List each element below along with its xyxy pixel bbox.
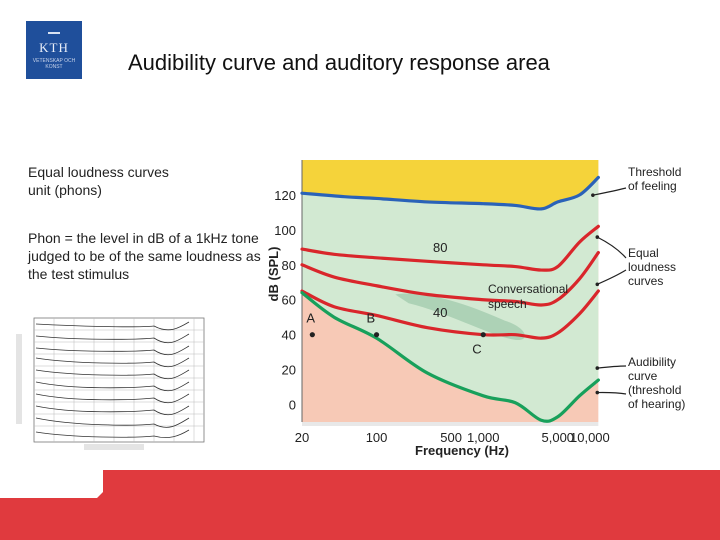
annotation-arrow	[592, 187, 627, 196]
y-tick-label: 60	[282, 293, 296, 308]
x-axis-label: Frequency (Hz)	[415, 443, 509, 458]
arrow-head-icon	[595, 390, 600, 395]
annotation-arrow	[597, 236, 627, 259]
curve-80	[300, 224, 600, 272]
point-a	[309, 332, 315, 338]
curve-threshold-of-feeling	[300, 175, 600, 211]
curve-40	[300, 289, 600, 340]
point-label-c: C	[472, 342, 481, 357]
x-tick-label: 1,000	[467, 430, 500, 445]
point-label-a: A	[306, 311, 315, 326]
equal-annotation: Equal loudness curves	[628, 246, 679, 288]
x-tick-label: 5,000	[542, 430, 575, 445]
text-block-1: Equal loudness curves unit (phons)	[28, 163, 169, 199]
audibility-figure: A B C 0 20 40 60 80 100 120 20 100 500 1,000 5,00010,…	[266, 160, 685, 458]
point-c	[480, 332, 486, 338]
crown-icon	[48, 26, 60, 34]
phon-definition: Phon = the level in dB of a 1kHz tone ju…	[28, 230, 261, 282]
arrow-head-icon	[595, 366, 600, 370]
y-tick-label: 0	[289, 398, 296, 413]
point-label-b: B	[367, 311, 376, 326]
thumbnail-chart	[16, 317, 205, 450]
curve-label-80: 80	[433, 240, 447, 255]
audibility-annotation: Audibility curve (threshold of hearing)	[628, 355, 685, 411]
feeling-region	[302, 160, 599, 209]
curve-60	[300, 250, 600, 307]
kth-logo: KTH VETENSKAP OCH KONST	[26, 21, 82, 79]
y-tick-label: 100	[274, 223, 296, 238]
y-tick-label: 20	[282, 363, 296, 378]
marks-layer: A B C	[306, 187, 627, 395]
footer-band	[0, 470, 720, 540]
arrow-head-icon	[591, 193, 595, 197]
y-tick-label: 40	[282, 328, 296, 343]
logo-subtext: VETENSKAP OCH KONST	[32, 58, 76, 70]
slide-title: Audibility curve and auditory response a…	[128, 50, 550, 75]
x-axis-band	[302, 422, 599, 426]
audible-region	[302, 177, 599, 422]
speech-label: Conversational speech	[488, 282, 571, 311]
speech-region	[395, 293, 525, 341]
x-tick-label: 100	[366, 430, 388, 445]
x-tick-label: 500	[440, 430, 462, 445]
y-tick-label: 120	[274, 188, 296, 203]
curve-label-40: 40	[433, 305, 447, 320]
arrow-head-icon	[595, 235, 600, 239]
logo-text: KTH	[39, 40, 69, 55]
annotation-arrow	[597, 269, 627, 285]
text-line-1: Equal loudness curves	[28, 164, 169, 180]
curves-layer	[300, 175, 600, 423]
point-b	[373, 332, 380, 338]
annotation-arrow	[597, 365, 627, 369]
arrow-head-icon	[595, 282, 600, 287]
feeling-annotation: Threshold of feeling	[628, 165, 685, 193]
y-tick-label: 80	[282, 258, 296, 273]
x-tick-label: 10,000	[570, 430, 610, 445]
curve-audibility-curve-threshold-of-hearing	[300, 291, 600, 423]
x-tick-label: 20	[295, 430, 309, 445]
y-axis-label: dB (SPL)	[266, 247, 281, 302]
annotation-arrow	[597, 391, 627, 395]
text-line-2: unit (phons)	[28, 182, 102, 198]
